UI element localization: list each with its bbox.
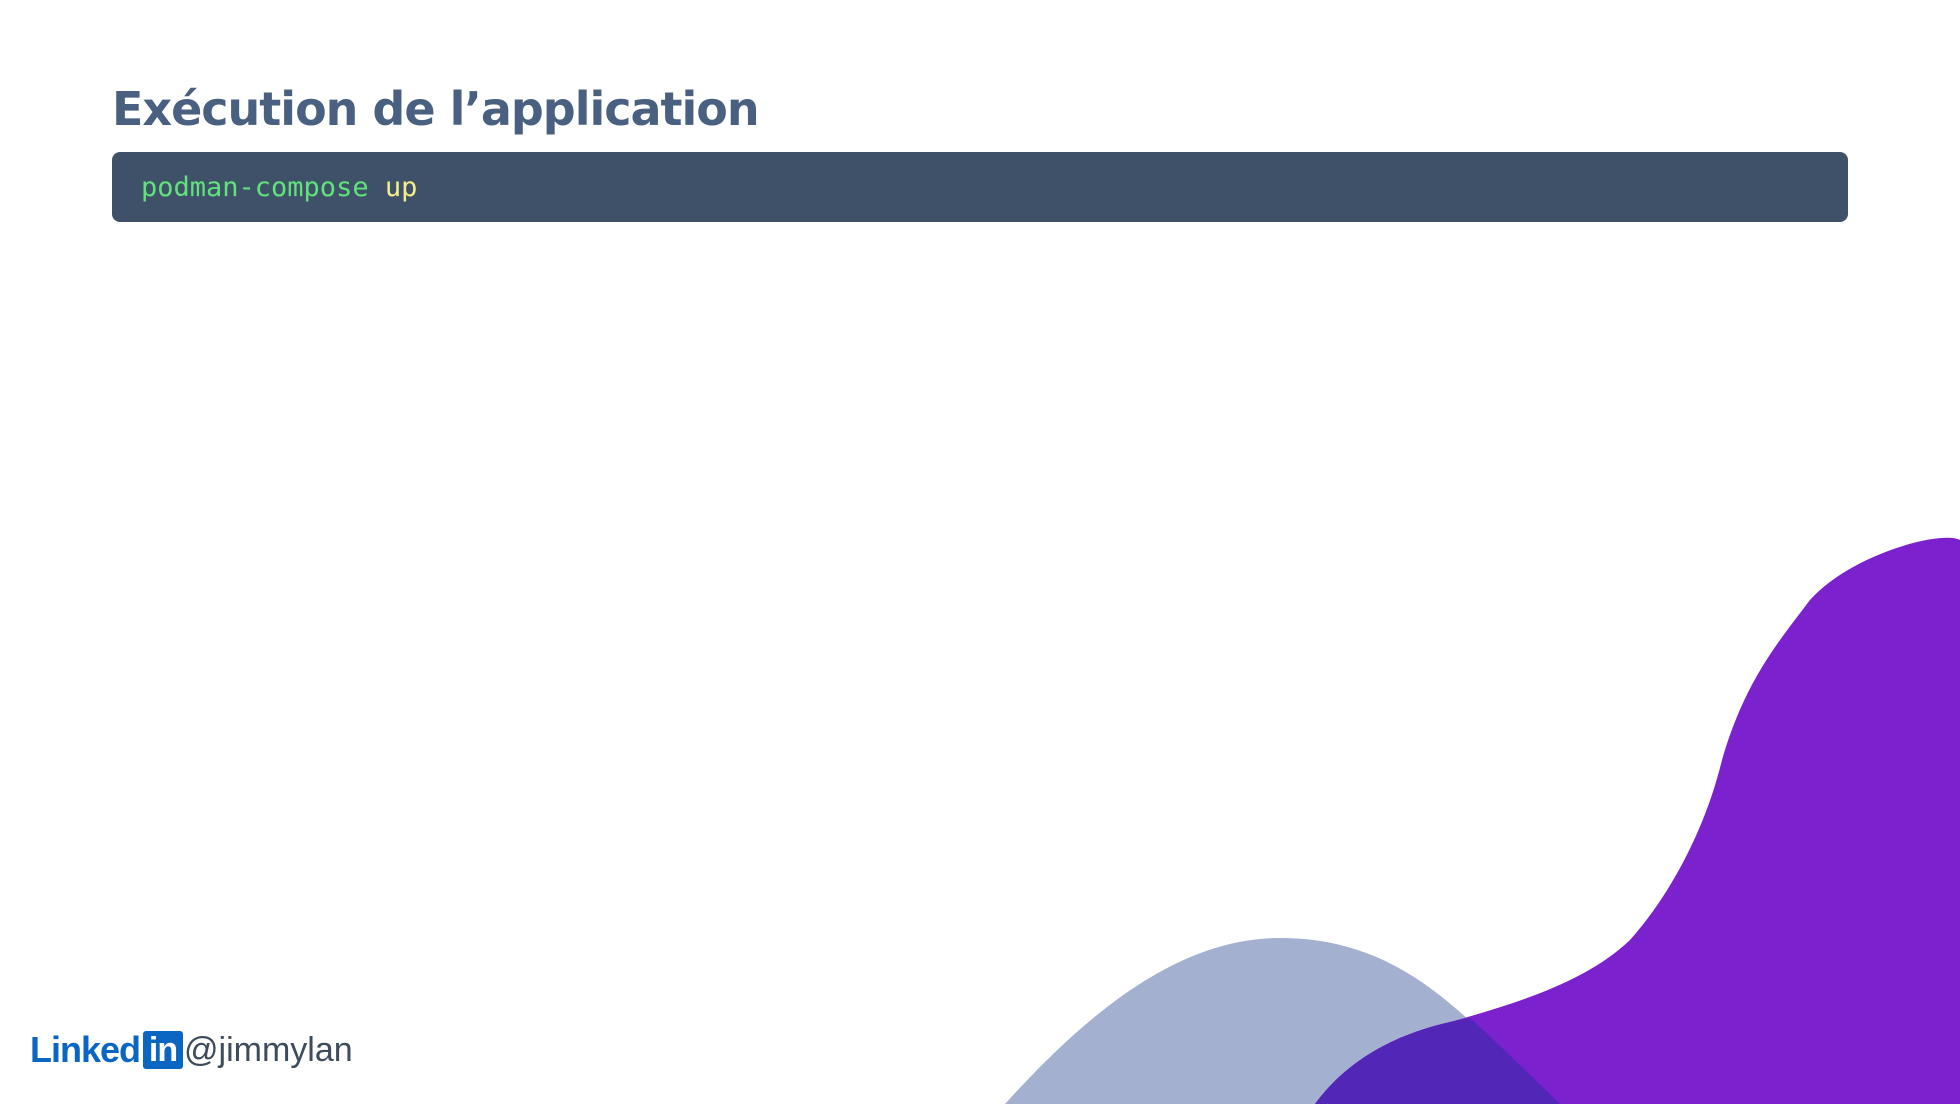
overlap-wave-shape bbox=[1315, 1018, 1560, 1104]
linkedin-logo-box-text: in bbox=[148, 1031, 178, 1069]
page-title: Exécution de l’application bbox=[112, 82, 760, 136]
linkedin-logo-text: Linked bbox=[30, 1029, 141, 1070]
code-block: podman-compose up bbox=[112, 152, 1848, 222]
code-command: podman-compose bbox=[141, 171, 369, 203]
code-argument: up bbox=[384, 171, 418, 203]
linkedin-logo-icon: in bbox=[143, 1031, 184, 1069]
code-space bbox=[369, 172, 385, 203]
footer: Linked in @jimmylan bbox=[30, 1028, 353, 1072]
purple-wave-shape bbox=[1315, 537, 1960, 1104]
linkedin-handle: @jimmylan bbox=[184, 1030, 353, 1069]
